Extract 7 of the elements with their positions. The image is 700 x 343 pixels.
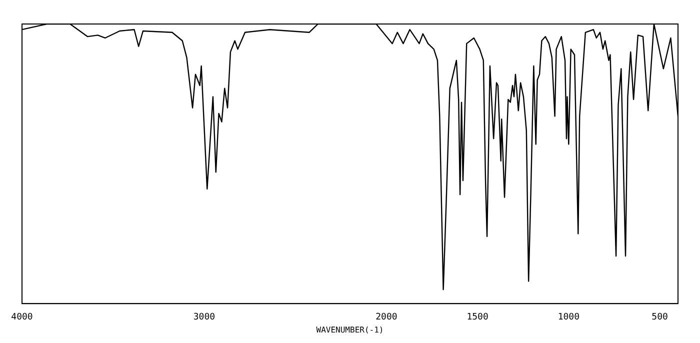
- x-tick-label: 500: [652, 312, 668, 322]
- x-tick-label: 1000: [558, 312, 580, 322]
- x-tick-label: 2000: [376, 312, 398, 322]
- x-tick-label: 1500: [466, 312, 488, 322]
- x-axis-title: WAVENUMBER(-1): [316, 325, 384, 334]
- x-tick-label: 3000: [193, 312, 216, 322]
- x-tick-label: 4000: [11, 312, 33, 322]
